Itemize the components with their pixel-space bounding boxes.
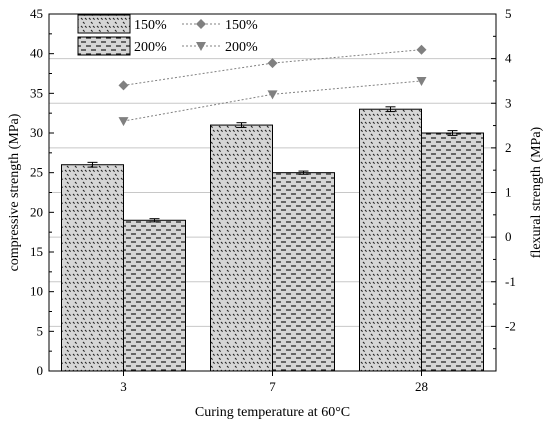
tick-label: 5 <box>505 6 512 21</box>
flexural-lines <box>118 44 427 127</box>
legend-marker-200 <box>196 42 206 51</box>
tick-label: 20 <box>30 204 43 219</box>
tick-label: 4 <box>505 51 512 66</box>
x-axis-title: Curing temperature at 60°C <box>195 405 350 420</box>
tick-label: 30 <box>30 125 43 140</box>
right-axis: -2 -1 0 1 2 3 4 5 <box>491 6 516 350</box>
legend-label-line-200: 200% <box>225 40 258 55</box>
tick-label: 28 <box>415 379 428 394</box>
data-point <box>267 90 278 100</box>
tick-label: 25 <box>30 165 43 180</box>
left-axis: 0 5 10 15 20 25 30 35 40 45 <box>30 6 54 378</box>
error-bar <box>385 106 396 113</box>
error-bar <box>298 170 309 175</box>
bar <box>272 172 335 372</box>
data-point <box>118 117 129 127</box>
x-axis: 3 7 28 <box>120 371 428 394</box>
y2-axis-title: flexural strength (MPa) <box>529 126 544 258</box>
legend-marker-150 <box>196 19 206 29</box>
data-point <box>416 44 427 55</box>
data-point <box>416 76 427 86</box>
bar <box>123 219 186 372</box>
tick-label: 7 <box>269 379 276 394</box>
tick-label: 0 <box>505 229 512 244</box>
legend-label-bar-150: 150% <box>134 18 167 33</box>
error-bar <box>149 218 160 223</box>
tick-label: 15 <box>30 244 43 259</box>
tick-label: -1 <box>505 274 516 289</box>
bars <box>61 108 484 372</box>
tick-label: 3 <box>505 95 512 110</box>
legend: 150% 200% 150% 200% <box>77 14 258 56</box>
tick-label: 3 <box>120 379 127 394</box>
error-bar <box>87 161 98 168</box>
bar <box>359 108 422 372</box>
error-bars <box>87 106 458 223</box>
tick-label: 0 <box>37 363 44 378</box>
tick-label: 10 <box>30 284 43 299</box>
tick-label: 5 <box>37 323 44 338</box>
tick-label: 2 <box>505 140 512 155</box>
tick-label: 1 <box>505 185 512 200</box>
bar <box>210 124 273 372</box>
tick-label: 40 <box>30 46 43 61</box>
error-bar <box>236 122 247 128</box>
legend-label-bar-200: 200% <box>134 40 167 55</box>
legend-label-line-150: 150% <box>225 18 258 33</box>
error-bar <box>447 130 458 136</box>
legend-swatch-bar-200 <box>77 36 131 56</box>
bar <box>61 164 124 372</box>
y-axis-title: compressive strength (MPa) <box>7 113 22 271</box>
tick-label: 35 <box>30 85 43 100</box>
bar <box>421 132 484 372</box>
tick-label: 45 <box>30 6 43 21</box>
data-point <box>118 80 129 91</box>
tick-label: -2 <box>505 318 516 333</box>
data-point <box>267 58 278 69</box>
legend-swatch-bar-150 <box>77 14 131 34</box>
